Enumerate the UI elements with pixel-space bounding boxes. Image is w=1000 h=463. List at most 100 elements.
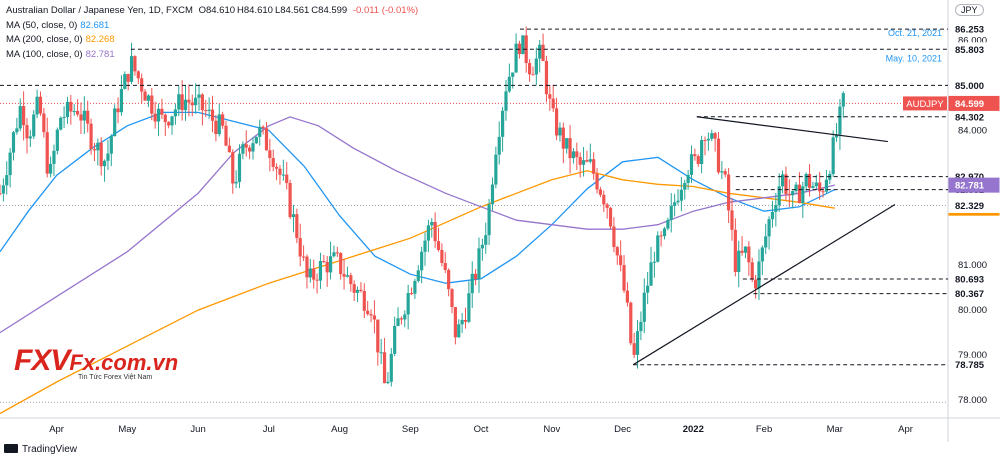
level-label: 86.253 [955,25,984,36]
price-badge [948,177,1000,193]
x-tick-label: 2022 [683,424,704,435]
candle-body [490,184,495,205]
candle-body [194,97,198,106]
candle-body [838,106,842,135]
candle-body [11,132,16,153]
candle-body [25,125,29,139]
symbol-title: Australian Dollar / Japanese Yen, 1D, FX… [6,5,193,16]
candle-body [372,315,377,320]
candle-body [268,150,272,159]
candle-body [720,171,724,173]
candle-body [183,99,188,111]
symbol-tag-label: AUDJPY [906,99,944,110]
candle-body [72,110,76,112]
candle-body [200,94,204,111]
candle-body [436,241,441,250]
candle-body [453,307,457,338]
candle-body [558,127,562,136]
candle-body [841,93,845,107]
candle-body [450,289,454,308]
candle-body [679,189,683,201]
candle-body [271,158,275,167]
candle-body [646,285,650,293]
candle-body [393,326,397,354]
candle-body [780,174,785,187]
candle-body [561,127,565,149]
candle-body [426,225,430,241]
candle-body [251,143,255,152]
candle-body [659,235,663,237]
candle-body [8,152,12,176]
candle-body [629,302,633,344]
tradingview-label: TradingView [22,444,78,455]
candle-body [484,235,488,245]
candle-body [703,140,707,142]
candle-body [369,314,373,316]
level-note: Oct. 21, 2021 [888,28,942,38]
tradingview-brand[interactable]: TradingView [4,444,77,455]
candle-body [89,123,93,150]
candle-body [727,174,731,211]
indicator-row[interactable]: MA (50, close, 0) 82.681 [6,19,418,34]
level-badge [949,271,999,286]
price-badge [948,197,1000,213]
candle-body [548,94,552,99]
indicator-row[interactable]: MA (100, close, 0) 82.781 [6,48,418,63]
candle-body [538,44,542,59]
level-label: 80.367 [955,289,984,300]
candle-body [136,71,140,79]
candle-body [662,228,667,237]
candle-body [315,279,319,281]
candle-body [264,128,269,151]
ma-line [0,170,835,415]
candle-body [403,314,407,320]
tradingview-icon [4,444,18,453]
candle-body [460,319,464,325]
candle-body [187,99,191,103]
candle-body [430,221,434,226]
candle-body [237,153,242,182]
candle-body [821,191,825,193]
candle-body [214,120,218,135]
candle-body [565,138,569,149]
price-badge-label: 82.329 [955,201,984,212]
trendline [632,203,896,366]
candle-body [389,353,393,382]
candle-body [470,273,474,294]
indicator-row[interactable]: MA (200, close, 0) 82.268 [6,33,418,48]
candle-body [106,153,110,161]
candle-body [339,253,343,275]
candle-body [673,202,677,206]
candle-body [318,261,323,281]
candle-body [258,126,262,137]
candle-body [143,91,147,101]
indicator-value: 82.781 [85,48,115,60]
candle-body [285,174,289,183]
candle-body [399,318,404,320]
candle-body [477,248,481,280]
candle-body [150,95,154,114]
level-note: May. 10, 2021 [886,53,942,63]
candle-body [639,321,643,332]
candle-body [831,137,835,174]
indicator-value: 82.681 [80,19,110,31]
candle-body [474,273,478,280]
candle-body [342,274,346,277]
x-tick-label: Apr [898,424,913,435]
currency-button[interactable]: JPY [955,4,984,16]
candle-body [541,44,545,61]
y-tick-label: 84.000 [958,125,987,136]
candle-body [807,173,812,188]
level-label: 85.803 [955,45,984,56]
candle-body [244,144,248,148]
fx-logo: FXVFx.com.vn Tin Tức Forex Việt Nam [14,344,178,381]
candle-body [551,98,555,109]
candle-body [116,108,120,113]
candle-body [416,270,420,281]
candle-body [18,106,22,129]
candle-body [167,122,171,126]
x-tick-label: Jul [263,424,275,435]
candle-body [507,76,511,92]
candle-body [598,189,603,195]
